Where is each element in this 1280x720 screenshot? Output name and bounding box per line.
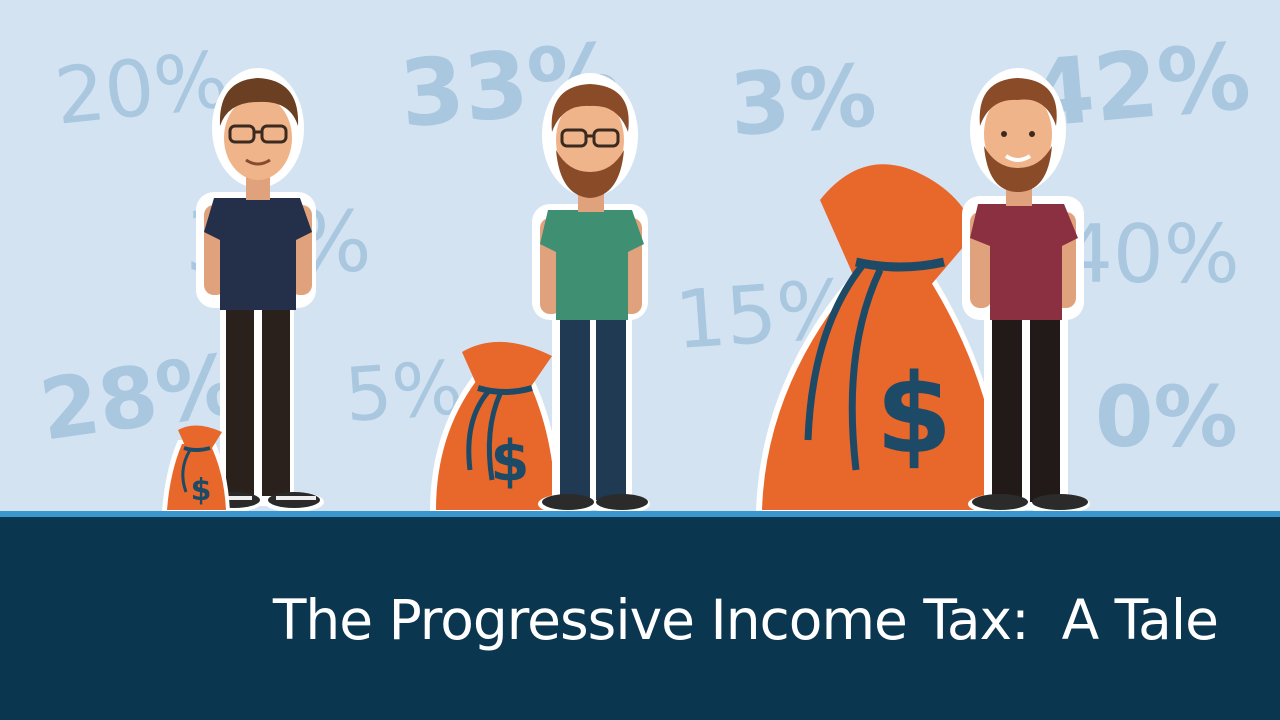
title-banner — [0, 517, 1280, 720]
money-bag-medium: $ — [430, 341, 562, 512]
man-3-figure — [962, 68, 1090, 514]
bg-percent-0: 0% — [1095, 368, 1238, 466]
money-bag-small: $ — [162, 425, 230, 512]
bag-dollar-small: $ — [191, 473, 212, 508]
bag-dollar-medium: $ — [491, 429, 530, 494]
bag-dollar-large: $ — [876, 350, 953, 478]
floor-line — [0, 511, 1280, 517]
video-title: The Progressive Income Tax: A Tale — [272, 588, 1219, 652]
man-2-figure — [532, 73, 650, 514]
money-bag-large: $ — [756, 164, 1010, 512]
man-1-figure — [196, 68, 324, 512]
bg-percent-40: 40% — [1062, 208, 1240, 301]
